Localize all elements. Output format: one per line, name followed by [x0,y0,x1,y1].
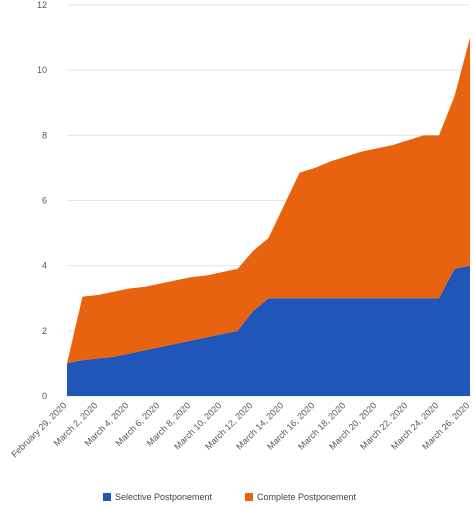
legend-label: Complete Postponement [257,492,357,502]
y-tick-label: 2 [42,326,47,336]
series-area-2 [67,37,470,364]
y-tick-label: 8 [42,130,47,140]
series-area-1 [67,265,470,396]
y-tick-label: 10 [37,65,47,75]
y-tick-label: 12 [37,0,47,10]
x-tick-label: February 29, 2020 [9,400,68,459]
y-tick-label: 0 [42,391,47,401]
legend-swatch [103,493,111,501]
legend-label: Selective Postponement [115,492,213,502]
legend: Selective Postponement Complete Postponem… [103,492,357,502]
plot-areas [67,37,470,396]
y-axis-ticks: 0 2 4 6 8 10 12 [37,0,47,401]
y-tick-label: 4 [42,261,47,271]
y-tick-label: 6 [42,196,47,206]
legend-swatch [245,493,253,501]
